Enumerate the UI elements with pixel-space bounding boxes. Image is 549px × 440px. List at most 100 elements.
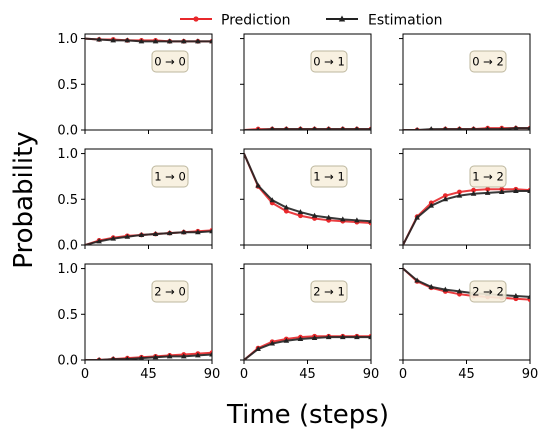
estimation-line [403, 127, 530, 130]
estimation-point [297, 209, 304, 215]
x-tick-label: 90 [204, 367, 221, 382]
y-tick-label: 0.0 [57, 239, 78, 254]
estimation-line [244, 128, 371, 130]
x-tick-label: 0 [81, 367, 89, 382]
estimation-line [244, 153, 371, 223]
estimation-point [442, 196, 449, 202]
panel-label: 2 → 1 [313, 285, 345, 299]
estimation-point [428, 283, 435, 289]
panel-frame [84, 263, 213, 361]
estimation-point [269, 340, 276, 346]
estimation-point [180, 38, 187, 44]
estimation-point [138, 355, 145, 360]
estimation-point [166, 353, 173, 359]
panel-curves [85, 350, 212, 360]
panel-3: 0.0 0.5 1.0 1 → 0 [57, 147, 213, 254]
panel-curves [403, 186, 530, 245]
panel-curves [85, 227, 212, 245]
x-tick-label: 0 [399, 367, 407, 382]
panel-5: 1 → 2 [399, 148, 531, 249]
estimation-point [152, 231, 159, 237]
estimation-line [244, 336, 371, 360]
panel-4: 1 → 1 [240, 148, 372, 249]
estimation-point [527, 293, 530, 299]
estimation-point [368, 218, 371, 224]
panel-6: 0.0 0.5 1.0 0 45 90 2 → 0 [57, 262, 220, 382]
estimation-point [195, 352, 201, 358]
estimation-point [339, 216, 346, 222]
estimation-point [527, 125, 530, 130]
panel-frame [402, 33, 531, 131]
estimation-point [209, 228, 212, 234]
estimation-point [110, 37, 117, 43]
panel-label: 0 → 0 [154, 55, 186, 69]
panel-frame [84, 148, 213, 246]
estimation-point [209, 38, 212, 44]
panel-curves [244, 153, 371, 226]
estimation-point [368, 334, 371, 340]
panel-label-box [469, 280, 507, 303]
estimation-line [85, 230, 212, 245]
panel-frame [402, 148, 531, 246]
estimation-point [152, 38, 159, 44]
prediction-line [244, 153, 371, 225]
estimation-point [269, 197, 276, 203]
y-tick-label: 0.5 [57, 78, 78, 93]
prediction-point [471, 187, 476, 193]
estimation-point [180, 353, 187, 359]
estimation-point [166, 230, 173, 236]
estimation-point [255, 346, 261, 352]
panel-curves [244, 126, 371, 130]
y-tick-label: 1.0 [57, 262, 78, 277]
estimation-point [339, 334, 346, 340]
x-tick-label: 90 [522, 367, 539, 382]
prediction-point [485, 186, 491, 192]
estimation-point [499, 126, 504, 130]
estimation-point [513, 125, 519, 130]
prediction-point [442, 193, 448, 199]
panel-label-box [151, 50, 189, 73]
estimation-point [124, 233, 131, 239]
estimation-point [471, 126, 476, 130]
estimation-point [311, 335, 318, 341]
estimation-point [297, 335, 304, 341]
estimation-point [414, 214, 420, 220]
panel-label-box [310, 280, 348, 303]
estimation-point [125, 356, 130, 360]
x-tick-label: 45 [299, 367, 316, 382]
panel-curves [403, 267, 530, 303]
estimation-point [414, 277, 420, 283]
panel-0: 0.0 0.5 1.0 0 → 0 [57, 32, 213, 139]
panel-label: 2 → 2 [472, 285, 504, 299]
panel-frame [243, 33, 372, 131]
panel-frame [84, 33, 213, 131]
estimation-point [340, 126, 345, 130]
legend-estimation-label: Estimation [368, 13, 443, 29]
estimation-line [85, 37, 212, 43]
panel-8: 0 45 90 2 → 2 [399, 263, 539, 382]
panel-label: 1 → 2 [472, 170, 504, 184]
estimation-line [403, 267, 530, 298]
panel-frame [402, 263, 531, 361]
panel-label: 2 → 0 [154, 285, 186, 299]
prediction-point [457, 189, 462, 195]
legend-prediction-marker [193, 16, 199, 22]
estimation-point [456, 288, 463, 294]
estimation-point [180, 229, 187, 235]
panel-label: 1 → 1 [313, 170, 345, 184]
estimation-line [403, 190, 530, 245]
estimation-point [284, 126, 289, 130]
prediction-point [283, 208, 289, 214]
estimation-point [498, 188, 505, 194]
estimation-point [96, 238, 102, 244]
estimation-point [209, 351, 212, 357]
estimation-point [457, 126, 462, 130]
estimation-point [527, 188, 530, 194]
estimation-point [298, 126, 303, 130]
estimation-point [415, 127, 419, 130]
legend-estimation-marker [338, 15, 346, 22]
estimation-point [513, 293, 519, 298]
panel-label-box [469, 50, 507, 73]
estimation-point [470, 190, 477, 196]
y-tick-label: 0.0 [57, 354, 78, 369]
